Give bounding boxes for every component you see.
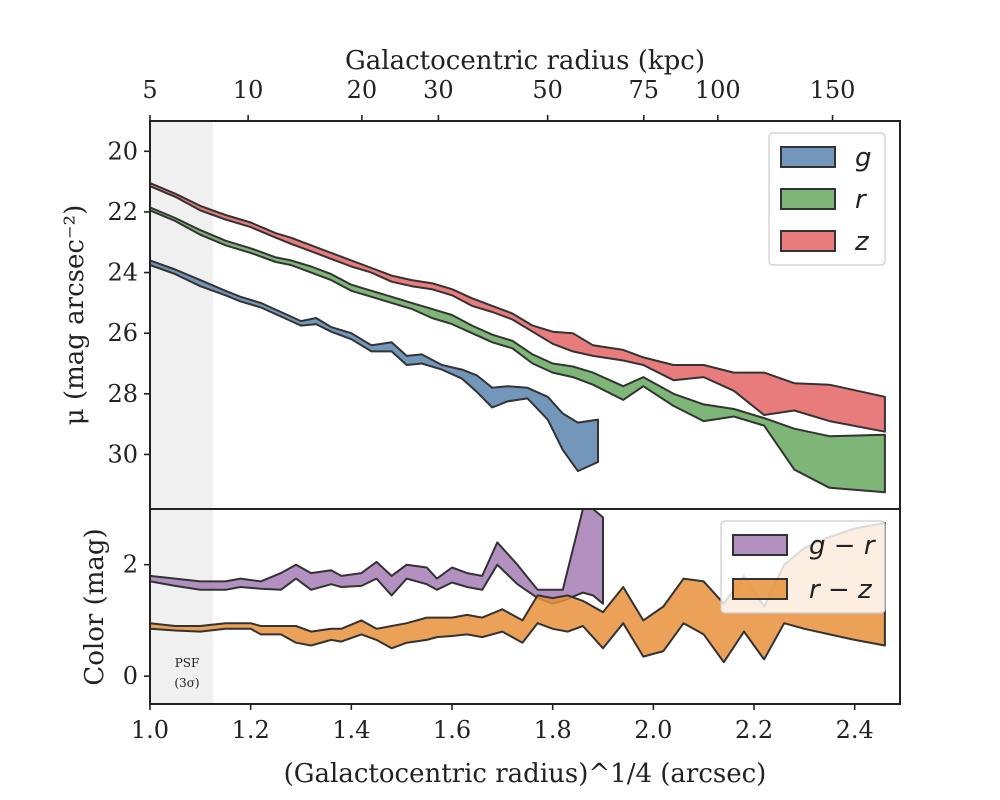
top-legend-label: r [855,185,868,215]
psf-label-line2: (3σ) [174,676,199,690]
ytick-top-label: 30 [107,440,138,468]
bottom-panel-frame [149,508,901,705]
band-g-r [150,509,604,605]
top-legend-label: z [854,227,870,257]
band-z [150,182,886,433]
psf-label-line1: PSF [175,656,200,670]
top-legend-label: g [855,143,872,173]
xtick-label: 1.8 [534,716,572,744]
xtick-label: 2.4 [836,716,874,744]
legends: grz g − r r − z [720,132,886,614]
ytick-top-label: 22 [107,198,138,226]
bottom-legend-label: g − r [809,531,877,561]
bottom-panel-bands [150,509,886,664]
y-axis-label-top: μ (mag arcsec⁻²) [60,205,90,425]
kpc-tick-label: 75 [629,76,660,104]
kpc-tick-label: 30 [423,76,454,104]
xtick-label: 2.0 [634,716,672,744]
ytick-bottom-label: 2 [123,551,138,579]
kpc-tick-label: 10 [233,76,264,104]
kpc-tick-label: 100 [695,76,741,104]
top-legend-swatch [780,188,836,210]
top-legend-swatch [780,146,836,168]
kpc-tick-label: 50 [532,76,563,104]
band-r-z [150,521,886,664]
y-axis-label-bottom: Color (mag) [80,528,110,685]
psf-shaded-region-bottom [150,509,213,704]
top-panel-bands [150,182,886,494]
xtick-label: 1.6 [433,716,471,744]
band-r [150,206,886,494]
psf-shaded-region-top [150,121,213,509]
xtick-label: 1.4 [332,716,370,744]
axis-ticks: 20 22 24 26 28 30 0 2 1.0 1.2 1.4 1.6 1.8 2.0 2.2 2.4 5 1… [107,76,873,744]
ytick-top-label: 28 [107,380,138,408]
kpc-tick-label: 5 [142,76,157,104]
ytick-bottom-label: 0 [123,662,138,690]
xtick-label: 1.2 [232,716,270,744]
bottom-legend-swatch [732,534,788,556]
xtick-label: 1.0 [131,716,169,744]
band-g [150,259,599,473]
xtick-label: 2.2 [735,716,773,744]
x-axis-label: (Galactocentric radius)^1/4 (arcsec) [284,759,767,789]
kpc-tick-label: 150 [810,76,856,104]
bottom-legend-label: r − z [809,575,873,605]
kpc-tick-label: 20 [347,76,378,104]
bottom-legend-swatch [732,578,788,600]
ytick-top-label: 24 [107,259,138,287]
top-axis-label: Galactocentric radius (kpc) [345,46,705,76]
top-legend-swatch [780,230,836,252]
ytick-top-label: 20 [107,137,138,165]
ytick-top-label: 26 [107,319,138,347]
